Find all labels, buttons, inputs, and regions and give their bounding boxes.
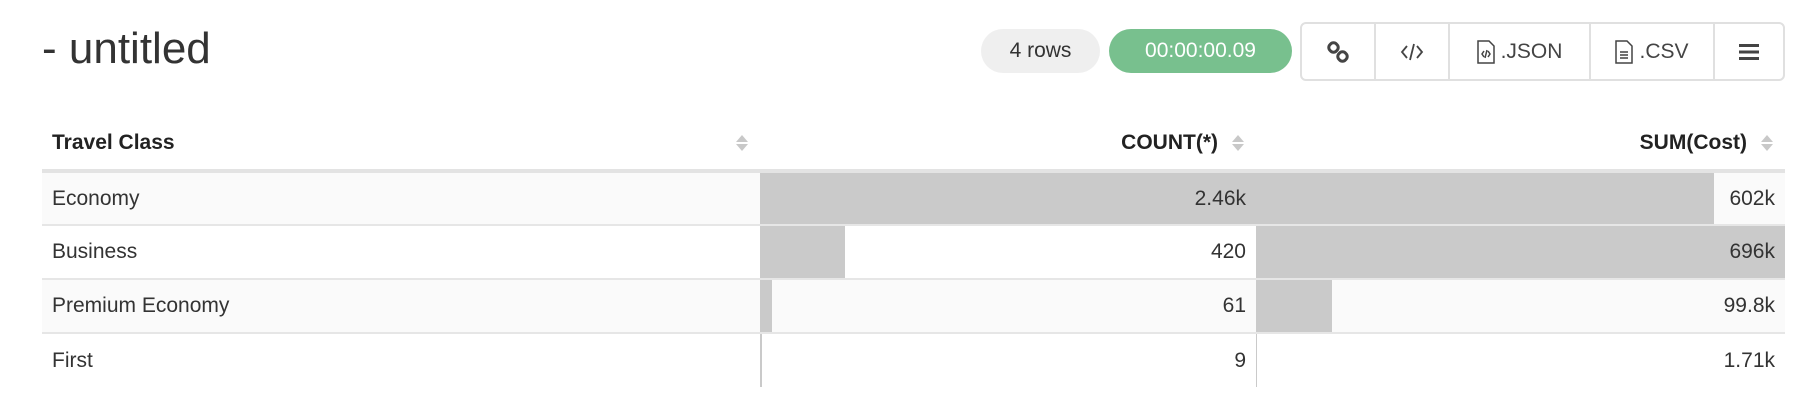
embed-code-button[interactable] [1376, 24, 1450, 79]
cell-sum-cost: 99.8k [1256, 279, 1785, 334]
cell-count: 420 [760, 225, 1256, 280]
copy-link-button[interactable] [1302, 24, 1376, 79]
cell-count: 9 [760, 333, 1256, 387]
cell-count: 2.46k [760, 171, 1256, 226]
export-csv-label: .CSV [1639, 39, 1689, 63]
sort-icon [736, 134, 748, 151]
table-row: Premium Economy 61 99.8k [42, 279, 1785, 334]
count-bar [760, 280, 773, 332]
toolbar: .JSON .CSV [1300, 22, 1785, 81]
query-timer-badge: 00:00:00.09 [1109, 29, 1292, 73]
results-table: Travel Class COUNT(*) SUM(Cost) Economy … [42, 116, 1785, 387]
export-csv-button[interactable]: .CSV [1591, 24, 1715, 79]
cell-travel-class: First [52, 348, 93, 372]
count-bar [760, 226, 845, 278]
column-header-count[interactable]: COUNT(*) [760, 116, 1256, 173]
cell-travel-class: Business [42, 225, 760, 280]
cell-travel-class: Premium Economy [42, 279, 760, 334]
count-bar [760, 334, 762, 387]
sort-icon [1232, 134, 1244, 151]
row-count-badge: 4 rows [981, 29, 1100, 73]
csv-file-icon [1615, 39, 1634, 64]
cell-travel-class: Economy [42, 171, 760, 226]
count-bar [760, 173, 1256, 224]
sort-icon [1761, 134, 1773, 151]
column-header-sum-cost[interactable]: SUM(Cost) [1256, 116, 1785, 173]
cell-sum-cost: 696k [1256, 225, 1785, 280]
page-title: - untitled [42, 24, 211, 73]
menu-button[interactable] [1715, 24, 1783, 79]
sum-bar [1256, 280, 1332, 332]
table-row: Economy 2.46k 602k [42, 171, 1785, 226]
link-icon [1327, 40, 1349, 63]
cell-count: 61 [760, 279, 1256, 334]
table-row: Business 420 696k [42, 225, 1785, 280]
export-json-button[interactable]: .JSON [1450, 24, 1591, 79]
sum-bar [1256, 334, 1258, 387]
menu-icon [1739, 43, 1759, 60]
cell-sum-cost: 602k [1256, 171, 1785, 226]
code-icon [1400, 43, 1424, 60]
export-json-label: .JSON [1500, 39, 1563, 63]
json-file-icon [1476, 39, 1495, 64]
table-row: First 9 1.71k [42, 333, 1785, 387]
column-header-travel-class[interactable]: Travel Class [42, 116, 760, 173]
sum-bar [1256, 173, 1714, 224]
cell-sum-cost: 1.71k [1256, 333, 1785, 387]
sum-bar [1256, 226, 1785, 278]
